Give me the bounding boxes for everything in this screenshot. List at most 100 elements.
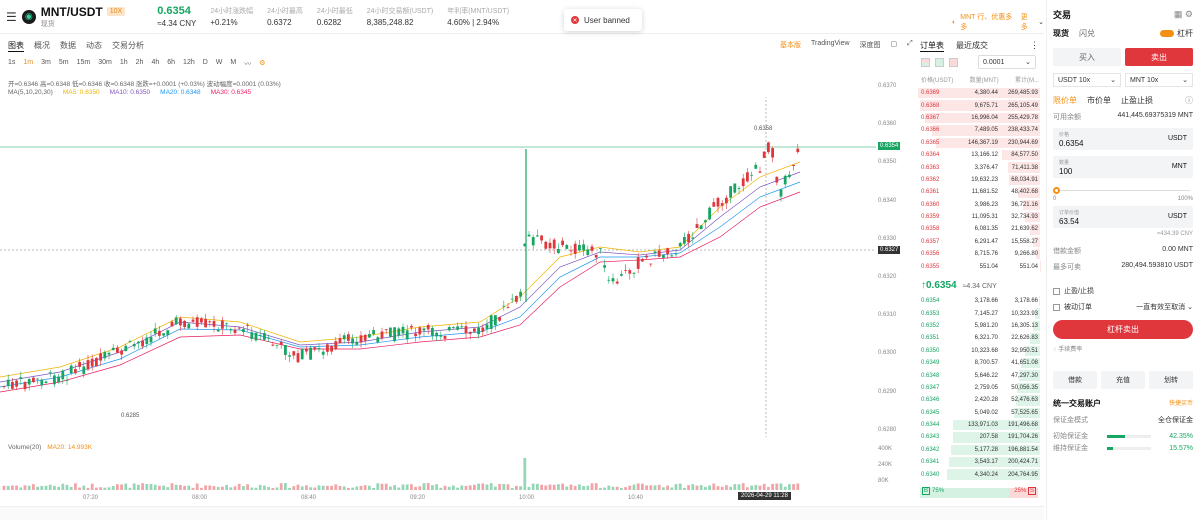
menu-icon[interactable]: ☰: [6, 9, 17, 24]
orderbook-row[interactable]: 0.6368 9,675.71 265,105.49: [918, 99, 1040, 111]
tab-data[interactable]: 数据: [60, 41, 76, 50]
tf-item[interactable]: 2h: [135, 59, 144, 66]
toggle-switch[interactable]: [1160, 30, 1174, 37]
orderbook-row[interactable]: 0.6342 5,177.28 196,881.54: [918, 444, 1040, 456]
volume-bar: [494, 486, 497, 490]
price-input[interactable]: 价格 0.6354 USDT: [1053, 128, 1193, 150]
chevron-down-icon[interactable]: ⌄: [1038, 19, 1044, 26]
orderbook-row[interactable]: 0.6357 6,291.47 15,558.27: [918, 236, 1040, 248]
tf-item[interactable]: M: [230, 59, 237, 66]
tf-item[interactable]: D: [202, 59, 208, 66]
more-link[interactable]: 更多: [1020, 14, 1028, 31]
quantity-slider[interactable]: [1053, 186, 1193, 196]
margin-mode-value[interactable]: 全仓保证金: [1158, 417, 1193, 424]
orderbook-row[interactable]: 0.6350 10,323.68 32,950.51: [918, 345, 1040, 357]
orderbook-row[interactable]: 0.6344 133,971.03 191,496.68: [918, 419, 1040, 431]
orderbook-row[interactable]: 0.6347 2,759.05 50,056.35: [918, 382, 1040, 394]
orderbook-row[interactable]: 0.6340 4,340.24 204,764.95: [918, 468, 1040, 480]
orderbook-row[interactable]: 0.6351 6,321.70 22,626.83: [918, 332, 1040, 344]
sell-tab[interactable]: 卖出: [1125, 48, 1193, 66]
orderbook-row[interactable]: 0.6366 7,489.05 238,433.74: [918, 124, 1040, 136]
quantity-input[interactable]: 数量 100 MNT: [1053, 156, 1193, 178]
buy-tab[interactable]: 买入: [1053, 48, 1121, 66]
orderbook-row[interactable]: 0.6348 5,646.22 47,297.30: [918, 369, 1040, 381]
tab-tpsl[interactable]: 止盈止损: [1121, 96, 1153, 105]
orderbook-row[interactable]: 0.6360 3,986.23 36,721.16: [918, 199, 1040, 211]
volume-bar: [636, 483, 640, 490]
candlestick-chart[interactable]: 0.6285 0.6358: [0, 97, 876, 437]
tf-item[interactable]: 5m: [58, 59, 69, 66]
orderbook-row[interactable]: 0.6343 207.58 191,704.26: [918, 431, 1040, 443]
info-icon[interactable]: ⓘ: [1185, 96, 1193, 105]
view-basic[interactable]: 基本版: [780, 42, 801, 49]
tif-select[interactable]: 一直有效至取消 ⌄: [1136, 302, 1193, 312]
orderbook-row[interactable]: 0.6356 8,715.76 9,266.80: [918, 248, 1040, 260]
quick-buy-link[interactable]: 快捷买币: [1168, 401, 1193, 407]
view-tradingview[interactable]: TradingView: [811, 40, 850, 47]
orderbook-row[interactable]: 0.6364 13,166.12 84,577.50: [918, 149, 1040, 161]
bids-only-icon[interactable]: [935, 58, 944, 67]
orderbook-row[interactable]: 0.6346 2,420.28 52,476.63: [918, 394, 1040, 406]
tab-convert[interactable]: 闪兑: [1079, 29, 1095, 38]
tab-market[interactable]: 市价单: [1087, 96, 1111, 105]
margin-sell-button[interactable]: 杠杆卖出: [1053, 320, 1193, 339]
indicator-icon[interactable]: 〰: [244, 61, 252, 68]
calculator-icon[interactable]: ▦: [1173, 8, 1183, 19]
tab-recent-trades[interactable]: 最近成交: [956, 41, 988, 50]
deposit-button[interactable]: 充值: [1101, 371, 1145, 389]
passive-checkbox[interactable]: [1053, 303, 1060, 311]
borrow-button[interactable]: 借款: [1053, 371, 1097, 389]
orderbook-row[interactable]: 0.6353 7,145.27 10,323.93: [918, 307, 1040, 319]
tab-orderbook[interactable]: 订单表: [920, 41, 944, 52]
borrow-asset-select-usdt[interactable]: USDT 10x ⌄: [1053, 73, 1121, 87]
tf-item[interactable]: 6h: [167, 59, 176, 66]
tpsl-checkbox[interactable]: [1053, 287, 1060, 295]
orderbook-row[interactable]: 0.6355 551.04 551.04: [918, 260, 1040, 272]
tab-spot[interactable]: 现货: [1053, 29, 1069, 38]
transfer-button[interactable]: 划转: [1149, 371, 1193, 389]
tf-item[interactable]: W: [215, 59, 223, 66]
orderbook-row[interactable]: 0.6369 4,380.44 269,485.93: [918, 87, 1040, 99]
pair-name[interactable]: MNT/USDT: [40, 4, 103, 19]
tf-item[interactable]: 4h: [151, 59, 160, 66]
borrow-asset-select-mnt[interactable]: MNT 10x ⌄: [1125, 73, 1193, 87]
orderbook-row[interactable]: 0.6361 11,681.52 48,402.68: [918, 186, 1040, 198]
view-depth[interactable]: 深度图: [859, 42, 881, 49]
more-menu-icon[interactable]: ⋮: [1030, 40, 1039, 50]
tf-item[interactable]: 15m: [76, 59, 91, 66]
tf-item[interactable]: 1h: [119, 59, 128, 66]
tf-item[interactable]: 12h: [183, 59, 195, 66]
order-value-input[interactable]: 订单价值 63.54 USDT: [1053, 206, 1193, 228]
orderbook-row[interactable]: 0.6362 19,632.23 68,034.91: [918, 174, 1040, 186]
fee-rate-link[interactable]: ◌ 手续费率: [1053, 344, 1193, 353]
settings-icon[interactable]: ⚙: [1184, 8, 1193, 19]
slider-handle[interactable]: [1053, 187, 1060, 194]
tab-overview[interactable]: 概况: [34, 41, 50, 50]
tab-chart[interactable]: 图表: [8, 41, 24, 52]
margin-toggle[interactable]: 杠杆: [1160, 28, 1193, 39]
window-icon[interactable]: ▢: [890, 41, 898, 48]
orderbook-row[interactable]: 0.6365 146,367.19 230,944.69: [918, 137, 1040, 149]
tab-limit[interactable]: 限价单: [1053, 96, 1077, 105]
tab-activity[interactable]: 动态: [86, 41, 102, 50]
asks-only-icon[interactable]: [949, 58, 958, 67]
tf-item[interactable]: 1m: [23, 59, 34, 66]
orderbook-row[interactable]: 0.6345 5,049.02 57,525.65: [918, 407, 1040, 419]
settings-icon[interactable]: ⚙: [259, 60, 266, 67]
expand-icon[interactable]: ⤢: [907, 40, 913, 47]
orderbook-row[interactable]: 0.6349 8,700.57 41,651.08: [918, 357, 1040, 369]
orderbook-row[interactable]: 0.6359 11,095.31 32,734.93: [918, 211, 1040, 223]
price-step-select[interactable]: 0.0001 ⌄: [978, 55, 1036, 69]
both-sides-icon[interactable]: [921, 58, 930, 67]
orderbook-row[interactable]: 0.6363 3,376.47 71,411.38: [918, 161, 1040, 173]
tf-item[interactable]: 30m: [98, 59, 112, 66]
promo-text[interactable]: MNT 行、优惠多多: [960, 14, 1013, 31]
tf-item[interactable]: 1s: [8, 59, 16, 66]
tf-item[interactable]: 3m: [41, 59, 51, 66]
orderbook-row[interactable]: 0.6341 3,543.17 200,424.71: [918, 456, 1040, 468]
tab-analysis[interactable]: 交易分析: [112, 41, 144, 50]
orderbook-row[interactable]: 0.6352 5,981.20 16,305.13: [918, 320, 1040, 332]
orderbook-row[interactable]: 0.6354 3,178.66 3,178.66: [918, 295, 1040, 307]
orderbook-row[interactable]: 0.6358 6,081.35 21,639.62: [918, 223, 1040, 235]
orderbook-row[interactable]: 0.6367 16,996.04 255,429.78: [918, 112, 1040, 124]
